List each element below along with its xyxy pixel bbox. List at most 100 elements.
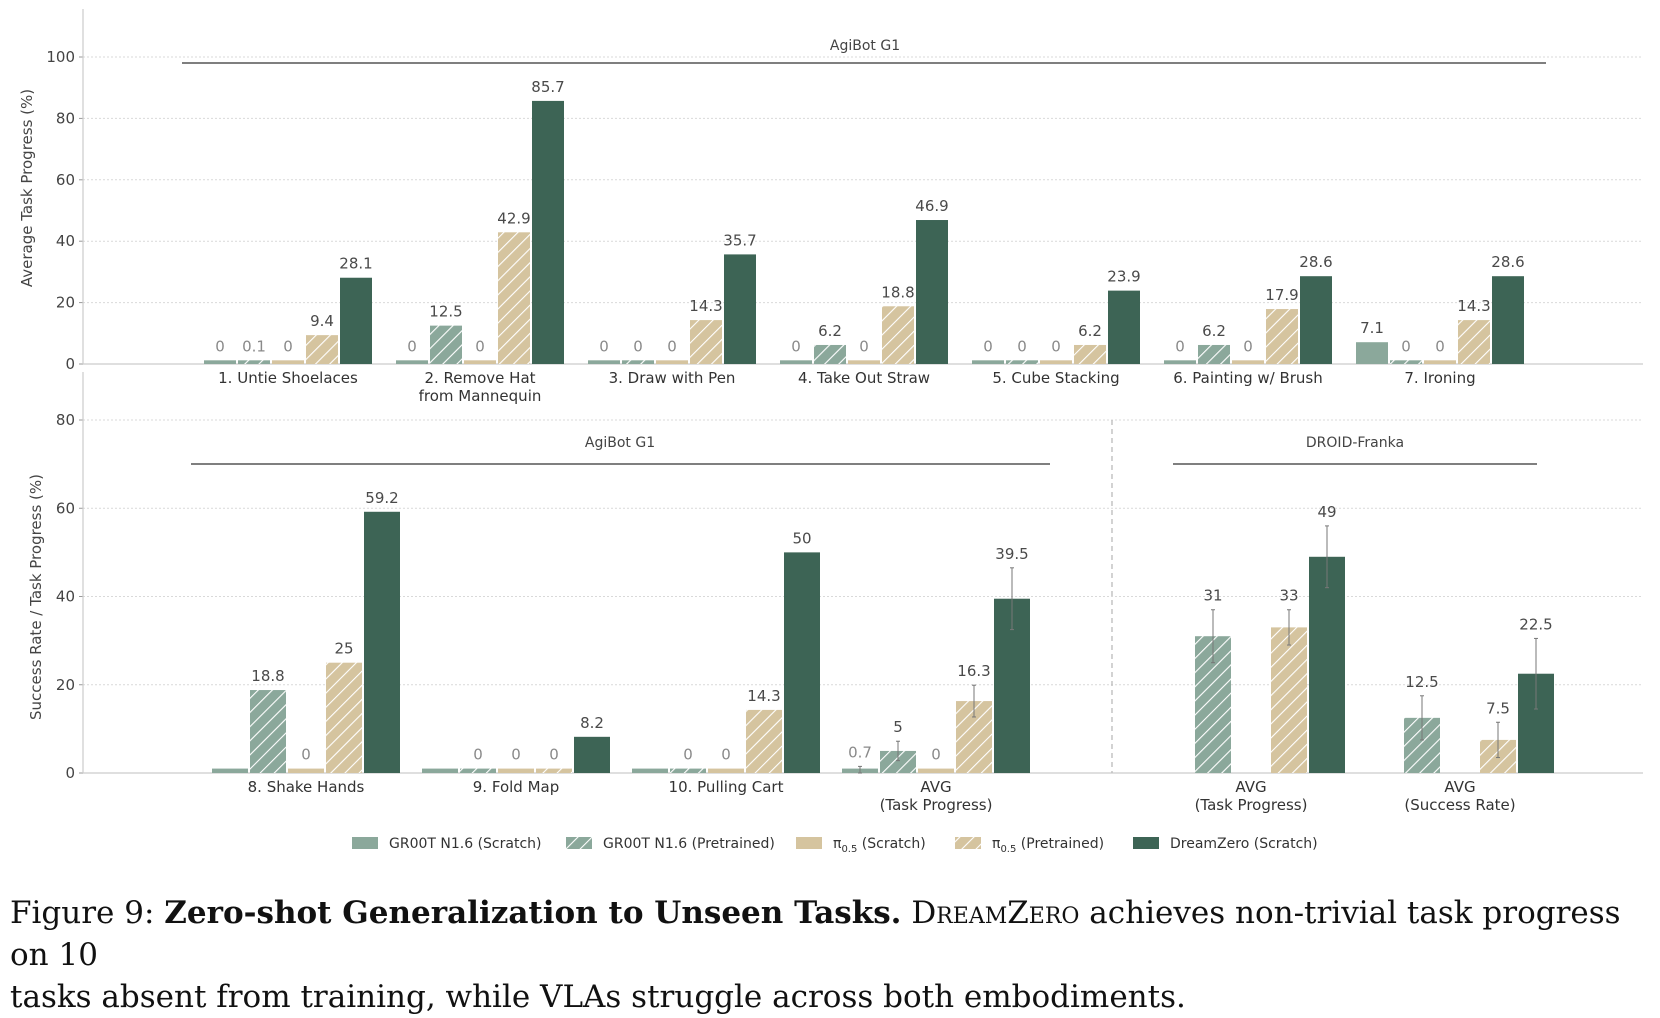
- legend-swatch: [796, 837, 822, 849]
- bar-value-label: 22.5: [1519, 615, 1552, 633]
- bar: [690, 320, 722, 364]
- bar: [780, 360, 812, 364]
- bar-value-label: 0: [721, 746, 731, 764]
- bar-value-label: 0: [283, 337, 293, 355]
- bar-value-label: 0: [859, 337, 869, 355]
- bar-value-label: 46.9: [915, 197, 948, 215]
- x-tick-label: 1. Untie Shoelaces: [218, 369, 358, 387]
- bar: [784, 552, 820, 773]
- x-tick-label: 4. Take Out Straw: [798, 369, 930, 387]
- x-tick-label: from Mannequin: [419, 387, 542, 405]
- bar-value-label: 31: [1203, 587, 1222, 605]
- legend-label: π0.5 (Scratch): [833, 836, 926, 855]
- legend-swatch: [1133, 837, 1159, 849]
- bar: [498, 232, 530, 364]
- x-tick-label: 7. Ironing: [1404, 369, 1475, 387]
- bar: [1356, 342, 1388, 364]
- bar: [204, 360, 236, 364]
- bar-value-label: 25: [334, 640, 353, 658]
- top-panel: 0 20 40 60 80 100 0 0.1 0 9.4 28.1 1. Untie Shoelac…: [46, 9, 1643, 405]
- bar: [1006, 360, 1038, 364]
- y-tick-label: 20: [56, 294, 75, 312]
- bar-value-label: 23.9: [1107, 268, 1140, 286]
- bar: [1164, 360, 1196, 364]
- bar-value-label: 0: [633, 337, 643, 355]
- bar: [724, 254, 756, 364]
- bar-value-label: 0: [599, 337, 609, 355]
- bar: [430, 325, 462, 364]
- bar-value-label: 59.2: [365, 489, 398, 507]
- bottom-group-label-agibot: AgiBot G1: [585, 435, 655, 451]
- x-tick-label: AVG: [1444, 778, 1475, 796]
- y-tick-label: 0: [65, 355, 75, 373]
- bar-value-label: 9.4: [310, 312, 334, 330]
- bar-value-label: 0: [511, 746, 521, 764]
- y-tick-label: 40: [56, 232, 75, 250]
- bar-value-label: 17.9: [1265, 286, 1298, 304]
- bar-value-label: 0.1: [242, 337, 266, 355]
- bar-value-label: 0: [475, 337, 485, 355]
- bar: [364, 511, 400, 773]
- bar: [1198, 344, 1230, 364]
- bar-value-label: 0: [549, 746, 559, 764]
- bar-value-label: 8.2: [580, 714, 604, 732]
- bar: [574, 736, 610, 773]
- bar: [306, 335, 338, 364]
- bar-value-label: 85.7: [531, 78, 564, 96]
- bar: [422, 768, 458, 773]
- bar-value-label: 0: [791, 337, 801, 355]
- bar: [588, 360, 620, 364]
- bar: [1458, 320, 1490, 364]
- caption-text-2: tasks absent from training, while VLAs s…: [10, 979, 1186, 1015]
- bar: [880, 750, 916, 773]
- bar: [1309, 556, 1345, 773]
- legend-label: GR00T N1.6 (Scratch): [389, 836, 541, 852]
- bar-value-label: 18.8: [881, 283, 914, 301]
- bar-value-label: 0: [683, 746, 693, 764]
- legend-label: DreamZero (Scratch): [1170, 836, 1318, 852]
- y-tick-label: 20: [56, 676, 75, 694]
- bottom-panel: 0 20 40 60 80 18.8 0 25 59.2 8. Shake Hands 0 0 0 8.2…: [56, 372, 1643, 814]
- x-tick-label: 3. Draw with Pen: [609, 369, 736, 387]
- bar-value-label: 14.3: [1457, 297, 1490, 315]
- bar-value-label: 0: [1401, 337, 1411, 355]
- bar-value-label: 7.5: [1486, 699, 1510, 717]
- bar-value-label: 33: [1279, 587, 1298, 605]
- bar-value-label: 12.5: [1405, 673, 1438, 691]
- bar: [212, 768, 248, 773]
- x-tick-label: 10. Pulling Cart: [669, 778, 784, 796]
- caption-label: Figure 9:: [10, 895, 155, 931]
- legend-label: GR00T N1.6 (Pretrained): [603, 836, 775, 852]
- bar-value-label: 39.5: [995, 545, 1028, 563]
- bar-value-label: 0: [1175, 337, 1185, 355]
- y-tick-label: 60: [56, 171, 75, 189]
- bar: [882, 306, 914, 364]
- y-tick-label: 80: [56, 109, 75, 127]
- bar-value-label: 0: [1435, 337, 1445, 355]
- x-tick-label: (Task Progress): [1195, 796, 1308, 814]
- bar: [1390, 360, 1422, 364]
- top-group-label: AgiBot G1: [830, 38, 900, 54]
- bar: [656, 360, 688, 364]
- bar: [250, 690, 286, 773]
- bar: [918, 768, 954, 773]
- bar-value-label: 0: [1017, 337, 1027, 355]
- x-tick-label: 6. Painting w/ Brush: [1173, 369, 1323, 387]
- y-tick-label: 40: [56, 588, 75, 606]
- bar: [532, 100, 564, 364]
- y-tick-label: 80: [56, 411, 75, 429]
- bar: [1492, 276, 1524, 364]
- bar: [1108, 290, 1140, 364]
- x-tick-label: 8. Shake Hands: [248, 778, 365, 796]
- x-tick-label: 9. Fold Map: [473, 778, 559, 796]
- legend-label: π0.5 (Pretrained): [992, 836, 1104, 855]
- bar: [670, 768, 706, 773]
- bar: [464, 360, 496, 364]
- bar: [622, 360, 654, 364]
- bar-value-label: 14.3: [689, 297, 722, 315]
- bar: [238, 360, 270, 364]
- bar-value-label: 0: [473, 746, 483, 764]
- legend-swatch: [955, 837, 981, 849]
- bar: [916, 220, 948, 364]
- bar-value-label: 0: [931, 746, 941, 764]
